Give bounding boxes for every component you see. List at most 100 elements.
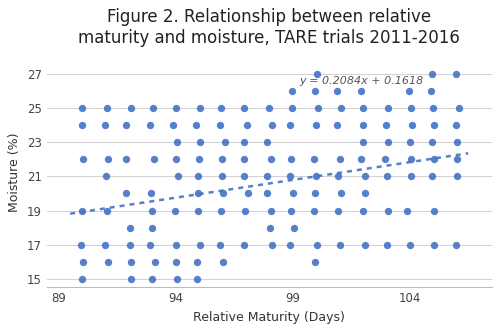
- Point: [172, 208, 179, 213]
- Point: [78, 106, 86, 111]
- Point: [262, 191, 270, 196]
- Point: [288, 208, 296, 213]
- Point: [286, 123, 294, 128]
- Point: [430, 208, 438, 213]
- Point: [452, 242, 460, 247]
- Point: [104, 208, 112, 213]
- Point: [216, 242, 224, 247]
- Point: [169, 123, 177, 128]
- Point: [194, 174, 202, 179]
- Point: [147, 191, 155, 196]
- Point: [430, 242, 438, 247]
- Point: [126, 225, 134, 230]
- Point: [102, 242, 110, 247]
- Point: [313, 242, 321, 247]
- Point: [128, 276, 136, 282]
- Point: [406, 88, 413, 94]
- Point: [430, 123, 438, 128]
- Point: [358, 88, 366, 94]
- Point: [240, 140, 248, 145]
- Point: [240, 106, 248, 111]
- Point: [407, 157, 415, 162]
- Point: [78, 123, 86, 128]
- Point: [310, 208, 318, 213]
- Point: [194, 157, 202, 162]
- Point: [382, 123, 390, 128]
- Point: [216, 123, 224, 128]
- Text: y = 0.2084x + 0.1618: y = 0.2084x + 0.1618: [300, 76, 424, 86]
- Point: [384, 106, 392, 111]
- Point: [149, 106, 157, 111]
- Point: [122, 191, 130, 196]
- Point: [242, 123, 250, 128]
- Point: [384, 208, 392, 213]
- Point: [266, 225, 274, 230]
- Point: [288, 88, 296, 94]
- Point: [384, 174, 392, 179]
- Point: [360, 140, 368, 145]
- Point: [240, 242, 248, 247]
- Point: [240, 174, 248, 179]
- Point: [150, 259, 158, 264]
- Point: [428, 71, 436, 77]
- Point: [172, 157, 180, 162]
- Point: [428, 106, 436, 111]
- Point: [338, 106, 345, 111]
- Point: [196, 242, 204, 247]
- Point: [289, 191, 297, 196]
- Y-axis label: Moisture (%): Moisture (%): [8, 132, 22, 212]
- Point: [358, 157, 366, 162]
- Point: [104, 157, 112, 162]
- Point: [102, 174, 110, 179]
- Point: [266, 208, 274, 213]
- Point: [381, 157, 389, 162]
- Point: [311, 88, 319, 94]
- Point: [452, 123, 460, 128]
- Point: [361, 191, 369, 196]
- Title: Figure 2. Relationship between relative
maturity and moisture, TARE trials 2011-: Figure 2. Relationship between relative …: [78, 8, 460, 47]
- Point: [146, 242, 154, 247]
- Point: [78, 242, 86, 247]
- Point: [263, 140, 271, 145]
- Point: [455, 106, 463, 111]
- Point: [174, 174, 182, 179]
- Point: [194, 208, 202, 213]
- Point: [127, 259, 135, 264]
- Point: [406, 242, 414, 247]
- Point: [78, 208, 86, 213]
- Point: [454, 140, 462, 145]
- Point: [100, 123, 108, 128]
- Point: [312, 123, 320, 128]
- Point: [314, 106, 322, 111]
- Point: [219, 191, 227, 196]
- Point: [336, 157, 344, 162]
- Point: [78, 276, 86, 282]
- Point: [78, 259, 86, 264]
- Point: [452, 71, 460, 77]
- Point: [146, 123, 154, 128]
- Point: [221, 140, 229, 145]
- Point: [173, 276, 181, 282]
- Point: [333, 123, 341, 128]
- Point: [79, 157, 87, 162]
- Point: [334, 174, 342, 179]
- Point: [148, 208, 156, 213]
- Point: [288, 106, 296, 111]
- Point: [148, 225, 156, 230]
- Point: [336, 242, 344, 247]
- Point: [312, 174, 320, 179]
- Point: [150, 157, 158, 162]
- Point: [382, 242, 390, 247]
- Point: [286, 242, 294, 247]
- Point: [192, 123, 200, 128]
- Point: [358, 208, 366, 213]
- Point: [194, 259, 202, 264]
- Point: [104, 259, 112, 264]
- Point: [172, 259, 180, 264]
- Point: [428, 140, 436, 145]
- Point: [172, 106, 180, 111]
- Point: [360, 106, 368, 111]
- Point: [172, 242, 180, 247]
- Point: [337, 191, 345, 196]
- Point: [310, 157, 318, 162]
